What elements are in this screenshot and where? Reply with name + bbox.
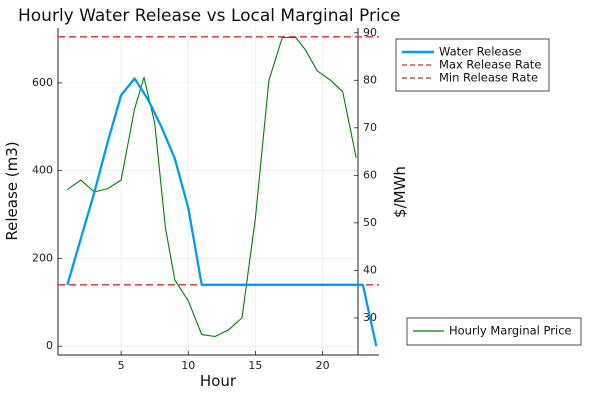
x-tick-label: 20	[316, 359, 330, 372]
y2-tick-label: 70	[363, 121, 377, 134]
series-line-hourly-marginal-price	[67, 36, 357, 338]
y2-tick-label: 40	[363, 263, 377, 276]
x-ticks: 5 10 15 20	[118, 351, 330, 372]
x-tick-label: 5	[118, 359, 125, 372]
y2-tick-label: 80	[363, 73, 377, 86]
y2-tick-label: 60	[363, 168, 377, 181]
y-tick-label: 400	[32, 164, 53, 177]
legend-main: Water Release Max Release Rate Min Relea…	[395, 38, 550, 92]
legend-label-min-release: Min Release Rate	[439, 71, 538, 85]
y-tick-label: 0	[46, 339, 53, 352]
x-tick-label: 15	[248, 359, 262, 372]
y-tick-label: 600	[32, 76, 53, 89]
x-tick-label: 10	[181, 359, 195, 372]
y2-tick-label: 50	[363, 216, 377, 229]
gridlines	[58, 28, 358, 355]
series-line-water-release	[66, 77, 378, 347]
chart-title: Hourly Water Release vs Local Marginal P…	[18, 6, 400, 26]
reference-lines	[58, 35, 379, 286]
series-lines	[66, 36, 378, 347]
legend-label-marginal-price: Hourly Marginal Price	[449, 324, 572, 338]
x-axis-label: Hour	[200, 372, 237, 390]
legend-label-water-release: Water Release	[439, 45, 522, 59]
y-ticks: 0 200 400 600	[32, 76, 62, 352]
y2-tick-label: 90	[363, 26, 377, 39]
legend-secondary: Hourly Marginal Price	[406, 317, 582, 346]
y2-axis-label: $/MWh	[391, 166, 409, 218]
legend-label-max-release: Max Release Rate	[439, 58, 541, 72]
y-axis-label: Release (m3)	[3, 141, 21, 240]
y-tick-label: 200	[32, 251, 53, 264]
